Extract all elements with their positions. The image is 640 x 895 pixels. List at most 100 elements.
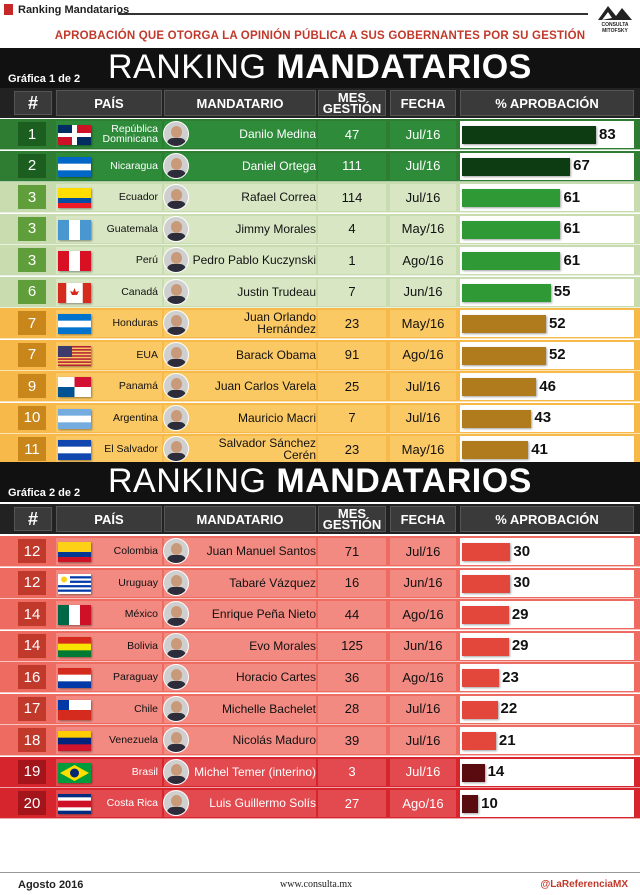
date-cell — [390, 790, 456, 817]
date-cell — [390, 373, 456, 400]
table-row: 20 Costa Rica Luis Guillermo Solís 27 Ago/16… — [0, 788, 640, 819]
leader-name: Horacio Cartes — [235, 670, 316, 684]
date-cell — [390, 727, 456, 754]
avatar-head — [171, 409, 182, 422]
survey-date: Jul/16 — [405, 543, 441, 559]
table-row: 2 Nicaragua Daniel Ortega 111 Jul/16 67 — [0, 150, 640, 182]
approval-bar — [462, 126, 596, 144]
leader-name: Salvador Sánchez Cerén — [218, 436, 316, 462]
approval-bar — [462, 441, 529, 459]
months-in-office: 16 — [344, 575, 360, 590]
leader-cell — [164, 341, 316, 369]
months-cell — [318, 215, 386, 243]
approval-bar — [462, 669, 500, 687]
survey-date: Ago/16 — [402, 669, 444, 685]
avatar-head — [171, 669, 182, 681]
approval-value: 43 — [534, 409, 552, 426]
column-rank: # — [14, 91, 52, 115]
column-header-2: # PAÍS MANDATARIO MES GESTIÓN FECHA % AP… — [0, 504, 640, 534]
leader-name: Mauricio Macri — [237, 410, 316, 425]
avatar-head — [171, 732, 182, 744]
months-in-office: 36 — [344, 669, 360, 685]
country-name: Bolivia — [127, 639, 158, 652]
rank-badge: 14 — [18, 633, 46, 658]
survey-date: Jul/16 — [405, 701, 441, 716]
approval-bar — [462, 252, 561, 270]
country-name: Chile — [134, 702, 158, 715]
months-cell — [318, 404, 386, 432]
avatar-body — [167, 807, 186, 815]
country-name: Guatemala — [106, 222, 158, 235]
footer-handle: @LaReferenciaMX — [540, 879, 628, 890]
leader-avatar — [163, 727, 189, 753]
leader-name: Enrique Peña Nieto — [211, 607, 316, 621]
rank-badge: 7 — [18, 342, 46, 367]
dominican-republic-flag-icon — [58, 125, 91, 145]
section-header-1: Gráfica 1 de 2 RANKING MANDATARIOS — [0, 48, 640, 88]
column-header-1: # PAÍS MANDATARIO MES GESTIÓN FECHA % AP… — [0, 88, 640, 118]
approval-value: 14 — [487, 763, 505, 780]
date-cell — [390, 215, 456, 243]
leader-cell — [164, 727, 316, 754]
country-name: República Dominicana — [102, 123, 158, 145]
approval-bar — [462, 732, 496, 750]
date-cell — [390, 758, 456, 786]
avatar-body — [167, 744, 186, 752]
approval-cell — [460, 790, 634, 817]
country-name: Argentina — [113, 411, 158, 424]
country-name: El Salvador — [104, 443, 158, 455]
months-cell — [318, 436, 386, 463]
table-row: 17 Chile Michelle Bachelet 28 Jul/16 22 — [0, 693, 640, 725]
approval-value: 52 — [548, 346, 566, 363]
country-name: Canadá — [121, 285, 158, 298]
brazil-flag-icon — [58, 762, 91, 783]
colombia-flag-icon — [58, 542, 91, 563]
months-cell — [318, 247, 386, 274]
table-row: 11 El Salvador Salvador Sánchez Cerén 23 May… — [0, 434, 640, 465]
rank-badge: 3 — [18, 185, 46, 209]
table-row: 19 Brasil Michel Temer (interino) 3 Jul/16 14 — [0, 756, 640, 788]
venezuela-flag-icon — [58, 731, 91, 752]
paraguay-flag-icon — [58, 668, 91, 689]
consulta-mitofsky-logo — [598, 6, 632, 20]
leader-name: Rafael Correa — [241, 190, 316, 204]
months-cell — [318, 758, 386, 786]
country-name: Paraguay — [113, 671, 158, 683]
column-months: MES GESTIÓN — [318, 506, 386, 532]
footer: Agosto 2016 www.consulta.mx @LaReferenci… — [0, 872, 640, 895]
document-title: Ranking Mandatarios — [18, 4, 130, 16]
table-row: 18 Venezuela Nicolás Maduro 39 Jul/16 21 — [0, 725, 640, 756]
approval-value: 83 — [599, 125, 616, 143]
leader-avatar — [163, 758, 189, 785]
approval-cell — [460, 758, 634, 786]
months-in-office: 27 — [344, 795, 360, 811]
months-cell — [318, 121, 386, 148]
section-title-light: RANKING — [108, 462, 267, 500]
leader-avatar — [163, 310, 189, 336]
table-row: 6 Canadá Justin Trudeau 7 Jun/16 55 — [0, 276, 640, 308]
avatar-head — [171, 795, 182, 807]
peru-flag-icon — [58, 251, 92, 271]
rank-badge: 2 — [18, 153, 46, 178]
months-cell — [318, 601, 386, 628]
table-row: 3 Perú Pedro Pablo Kuczynski 1 Ago/16 61 — [0, 245, 640, 276]
rank-badge: 1 — [18, 122, 46, 146]
leader-avatar — [163, 121, 189, 147]
table-row: 16 Paraguay Horacio Cartes 36 Ago/16 23 — [0, 662, 640, 693]
rank-badge: 17 — [18, 696, 46, 721]
months-in-office: 7 — [348, 410, 356, 425]
leader-avatar — [163, 278, 189, 305]
months-in-office: 39 — [344, 732, 360, 748]
leader-cell — [164, 121, 316, 148]
avatar-body — [167, 555, 186, 563]
leader-cell — [164, 278, 316, 306]
honduras-flag-icon — [58, 314, 91, 335]
column-months: MES GESTIÓN — [318, 90, 386, 116]
months-cell — [318, 152, 386, 180]
section-label-2: Gráfica 2 de 2 — [8, 487, 81, 499]
country-name: Honduras — [112, 317, 158, 329]
avatar-body — [167, 232, 186, 241]
table-row: 3 Ecuador Rafael Correa 114 Jul/16 61 — [0, 182, 640, 213]
months-in-office: 44 — [344, 606, 360, 622]
months-cell — [318, 569, 386, 597]
